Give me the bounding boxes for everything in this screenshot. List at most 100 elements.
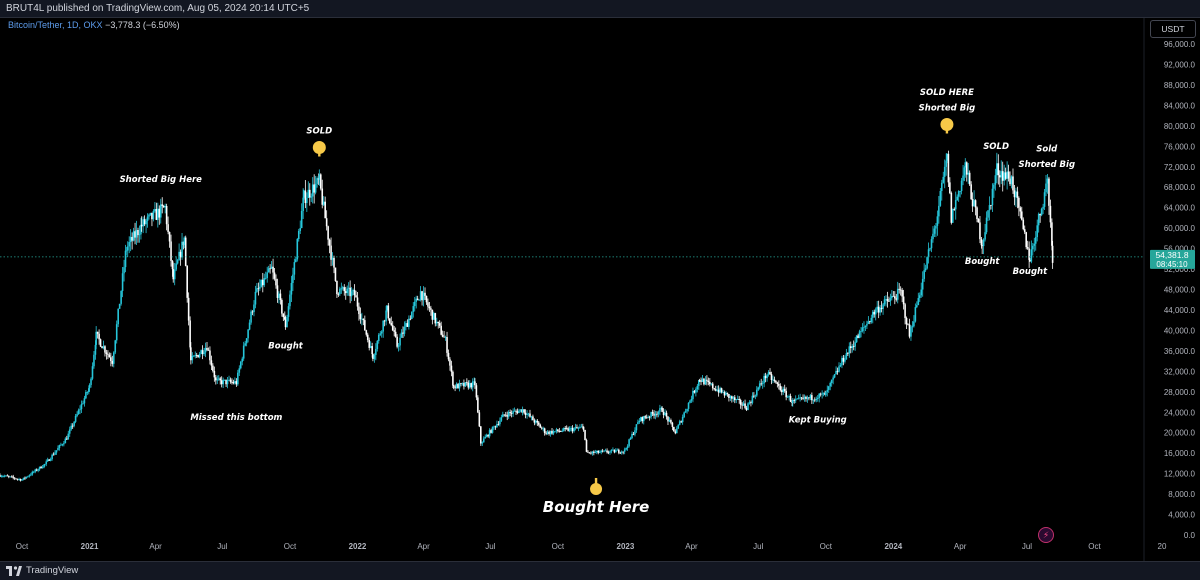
- candle-body: [977, 219, 980, 223]
- candle-body: [905, 318, 908, 325]
- candle-body: [372, 354, 374, 359]
- candle-body: [352, 289, 354, 292]
- candle-body: [526, 413, 528, 415]
- candle-body: [279, 293, 282, 301]
- candle-body: [836, 370, 839, 372]
- candle-body: [427, 302, 429, 307]
- candle-body: [339, 288, 341, 295]
- candle-body: [895, 298, 898, 300]
- candle-body: [493, 426, 495, 428]
- candle-body: [521, 409, 524, 413]
- price-chart[interactable]: 0.0 4,000.0 8,000.0 12,000.0 16,000.0 20,000.…: [0, 18, 1200, 562]
- candle-body: [302, 197, 304, 211]
- candle-body: [259, 286, 261, 289]
- candle-body: [466, 382, 468, 384]
- candle-body: [830, 379, 833, 383]
- candle-body: [918, 295, 921, 299]
- candle-body: [1000, 171, 1003, 178]
- candle-body: [640, 417, 642, 421]
- candle-body: [545, 433, 547, 434]
- candle-body: [588, 452, 591, 454]
- candle-body: [717, 389, 720, 393]
- y-tick-label: 4,000.0: [1168, 511, 1195, 520]
- candle-body: [722, 392, 724, 393]
- candle-body: [21, 479, 23, 481]
- candle-body: [455, 384, 458, 389]
- candle-body: [1039, 213, 1041, 216]
- candle-body: [281, 300, 283, 314]
- candle-body: [242, 345, 245, 359]
- candle-body: [79, 409, 81, 411]
- candle-body: [155, 209, 158, 220]
- candle-body: [756, 389, 758, 396]
- candle-body: [176, 260, 179, 264]
- candle-body: [96, 331, 99, 334]
- candle-body: [1025, 232, 1028, 248]
- candle-body: [402, 332, 404, 334]
- tradingview-brand[interactable]: TradingView: [6, 565, 78, 576]
- currency-selector[interactable]: USDT: [1150, 20, 1196, 38]
- last-price-value: 54,381.8: [1155, 250, 1188, 260]
- candle-body: [307, 189, 310, 198]
- candle-body: [766, 374, 768, 379]
- candle-body: [552, 431, 555, 434]
- candle-body: [580, 426, 583, 428]
- candle-body: [512, 411, 514, 414]
- candle-body: [936, 216, 939, 226]
- candle-body: [609, 451, 611, 453]
- candle-body: [300, 210, 303, 229]
- candle-body: [926, 257, 928, 269]
- candle-body: [143, 219, 146, 225]
- candle-body: [55, 450, 58, 453]
- candle-body: [735, 399, 738, 401]
- candle-body: [930, 239, 933, 249]
- candle-body: [399, 337, 401, 346]
- candle-body: [516, 411, 519, 414]
- candle-body: [368, 339, 371, 348]
- candle-body: [24, 477, 26, 479]
- lightning-icon[interactable]: ⚡: [1038, 527, 1054, 543]
- chart-annotation: SOLD HERE: [920, 88, 974, 98]
- candle-body: [238, 368, 241, 373]
- candle-body: [342, 287, 344, 289]
- candle-body: [292, 274, 294, 283]
- chart-annotation: Shorted Big: [1018, 160, 1075, 170]
- candle-body: [80, 404, 83, 410]
- candle-body: [738, 398, 740, 400]
- candle-body: [497, 424, 500, 425]
- candle-body: [720, 388, 723, 393]
- candle-body: [962, 175, 964, 181]
- candle-body: [555, 429, 558, 432]
- candle-body: [530, 416, 533, 418]
- candle-body: [942, 176, 945, 183]
- candle-body: [979, 222, 981, 240]
- candle-body: [711, 383, 714, 389]
- candle-body: [864, 325, 867, 327]
- footer-bar: TradingView: [0, 561, 1200, 580]
- candle-body: [490, 430, 492, 433]
- candle-body: [662, 411, 665, 415]
- candle-body: [18, 479, 20, 480]
- candle-body: [991, 188, 994, 206]
- x-tick-label: Apr: [149, 542, 162, 551]
- x-tick-label: Oct: [1088, 542, 1101, 551]
- candle-body: [509, 412, 511, 413]
- candle-body: [487, 434, 489, 437]
- candle-body: [1029, 259, 1031, 262]
- candle-body: [6, 475, 9, 477]
- candle-body: [844, 359, 846, 362]
- candle-body: [408, 318, 410, 327]
- candle-body: [306, 197, 308, 204]
- candle-body: [112, 352, 115, 364]
- candle-body: [619, 452, 622, 454]
- candle-body: [220, 380, 223, 385]
- candle-body: [593, 451, 595, 453]
- symbol-label[interactable]: Bitcoin/Tether, 1D, OKX: [8, 20, 103, 30]
- candle-body: [186, 265, 188, 298]
- candle-body: [819, 393, 822, 395]
- candle-body: [15, 478, 17, 480]
- last-price-countdown: 08:45:10: [1156, 260, 1188, 269]
- candle-body: [57, 447, 59, 451]
- candle-body: [783, 388, 786, 391]
- candle-body: [140, 224, 142, 235]
